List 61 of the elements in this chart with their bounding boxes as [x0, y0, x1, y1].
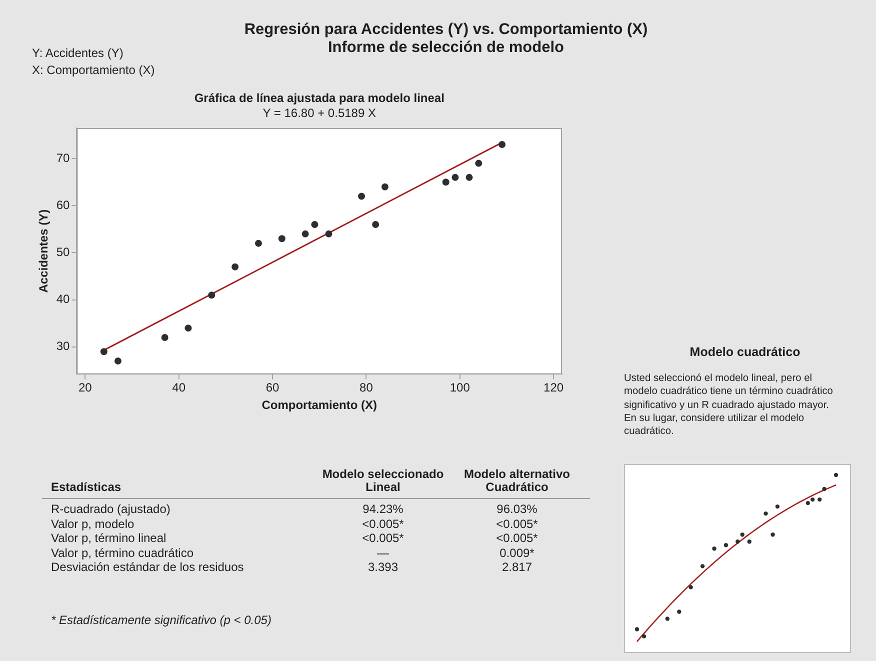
text: X: Comportamiento (X)	[32, 62, 155, 79]
point	[100, 348, 108, 356]
text: <0.005*	[496, 516, 538, 531]
point	[381, 183, 388, 190]
y-tick-label: 60	[56, 198, 70, 212]
point	[184, 324, 192, 332]
text: Regresión para Accidentes (Y) vs. Comportamiento (X)	[243, 20, 649, 40]
y-tick-label: 50	[56, 245, 70, 260]
x-tick-label: 60	[266, 380, 280, 395]
point	[208, 292, 216, 299]
text: <0.005*	[362, 516, 404, 531]
text: Lineal	[366, 480, 400, 494]
text: Modelo seleccionado	[322, 466, 444, 480]
text: Valor p, modelo	[51, 516, 134, 531]
text: Usted seleccionó el modelo lineal, pero el modelo cuadrático tiene un término cuadrático significativo y un R cuadrado ajustado mayor. En su lugar, considere utilizar el modelo cuadrático.	[624, 372, 834, 439]
text: Modelo cuadrático	[688, 344, 802, 361]
point	[278, 235, 286, 242]
x-axis-title: Comportamiento (X)	[262, 398, 378, 412]
text: 0.009*	[500, 546, 534, 560]
text: Informe de selección de modelo	[328, 39, 564, 56]
text: * Estadísticamente significativo (p < 0.05)	[51, 613, 272, 627]
text: Modelo alternativo	[464, 466, 570, 480]
text: 2.817	[502, 560, 532, 574]
point	[372, 221, 380, 228]
text: <0.005*	[496, 531, 538, 546]
x-tick-label: 120	[544, 380, 564, 395]
point	[325, 230, 332, 238]
point	[311, 221, 318, 228]
text: Valor p, término lineal	[51, 531, 166, 546]
text: 3.393	[368, 560, 398, 574]
point	[161, 334, 168, 341]
point	[302, 230, 309, 238]
text: Desviación estándar de los residuos	[51, 560, 244, 574]
chart-title: Gráfica de línea ajustada para modelo lineal	[194, 90, 444, 105]
text: <0.005*	[362, 531, 404, 546]
text: 94.23%	[362, 502, 404, 516]
text: Estadísticas	[51, 480, 122, 494]
y-axis-title: Accidentes (Y)	[36, 209, 51, 293]
text: Y: Accidentes (Y)	[32, 45, 124, 62]
text: —	[377, 546, 389, 560]
point	[442, 178, 450, 186]
text: Cuadrático	[486, 480, 548, 494]
point	[254, 240, 262, 247]
point	[498, 140, 506, 148]
point	[475, 160, 482, 167]
y-tick-label: 30	[56, 339, 70, 354]
text: R-cuadrado (ajustado)	[51, 502, 170, 516]
x-tick-label: 80	[360, 380, 374, 395]
point	[358, 192, 366, 200]
point	[114, 358, 122, 365]
y-tick-label: 40	[56, 292, 70, 306]
x-tick-label: 40	[172, 380, 186, 395]
chart-subtitle: Y = 16.80 + 0.5189 X	[262, 106, 376, 120]
point	[466, 174, 473, 181]
point	[232, 263, 239, 270]
x-tick-label: 20	[78, 380, 92, 395]
x-tick-label: 100	[450, 380, 470, 395]
point	[452, 174, 459, 181]
text: 96.03%	[496, 502, 538, 516]
y-tick-label: 70	[56, 150, 70, 165]
text: Valor p, término cuadrático	[51, 546, 194, 560]
